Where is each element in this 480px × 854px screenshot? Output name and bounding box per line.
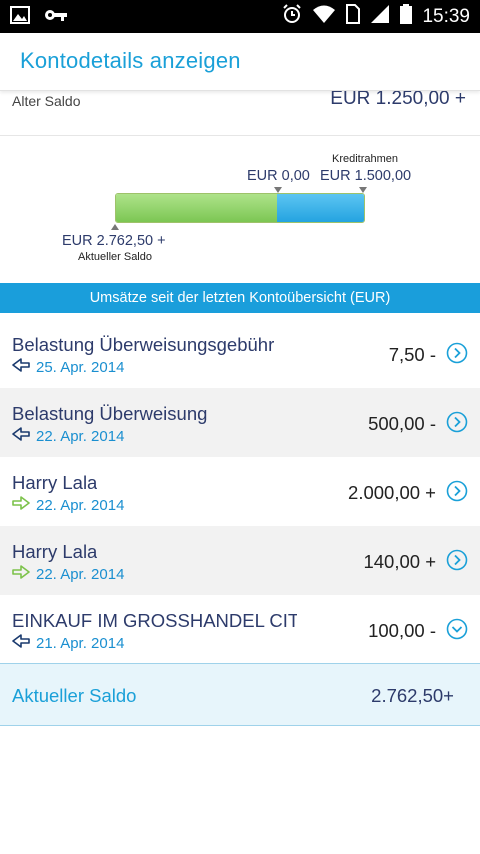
transaction-amount: 7,50 - [388, 344, 436, 365]
transaction-date: 22. Apr. 2014 [36, 427, 125, 445]
transaction-date-line: 21. Apr. 2014 [12, 634, 124, 652]
balance-bar [115, 193, 365, 223]
transaction-date: 21. Apr. 2014 [36, 634, 125, 652]
outgoing-arrow-icon [12, 634, 30, 652]
transaction-name: Harry Lala [12, 541, 98, 562]
zero-marker-label: EUR 0,00 [247, 168, 310, 184]
outgoing-arrow-icon [12, 358, 30, 376]
image-icon [10, 6, 30, 29]
transaction-amount: 100,00 - [368, 620, 436, 641]
chevron-right-icon[interactable] [446, 549, 468, 571]
transaction-date-line: 25. Apr. 2014 [12, 358, 124, 376]
alarm-icon [282, 4, 302, 30]
transaction-row[interactable]: Harry Lala 22. Apr. 2014 2.000,00 + [0, 457, 480, 526]
current-balance-row: Aktueller Saldo 2.762,50+ [0, 663, 480, 726]
zero-marker [274, 187, 282, 193]
transaction-name: Belastung Überweisungsgebühr [12, 334, 275, 355]
balance-bar-credit [276, 194, 364, 222]
current-balance-row-label: Aktueller Saldo [12, 685, 137, 706]
transaction-date-line: 22. Apr. 2014 [12, 427, 124, 445]
transactions-header: Umsätze seit der letzten Kontoübersicht … [0, 283, 480, 313]
clock-time: 15:39 [422, 6, 470, 27]
transaction-date: 22. Apr. 2014 [36, 565, 125, 583]
incoming-arrow-icon [12, 565, 30, 583]
old-balance-row: Alter Saldo EUR 1.250,00 + [0, 91, 480, 136]
current-balance-label: Aktueller Saldo [78, 251, 152, 263]
page-title: Kontodetails anzeigen [20, 48, 241, 73]
transaction-row[interactable]: EINKAUF IM GROSSHANDEL CITY 21. Apr. 2014… [0, 595, 480, 664]
current-balance-row-value: 2.762,50+ [371, 685, 454, 706]
limit-marker [359, 187, 367, 193]
transaction-name: Harry Lala [12, 472, 98, 493]
transactions-list: Belastung Überweisungsgebühr 25. Apr. 201… [0, 319, 480, 664]
app-bar: Kontodetails anzeigen [0, 33, 480, 91]
kreditrahmen-label: Kreditrahmen [332, 153, 399, 165]
chevron-right-icon[interactable] [446, 480, 468, 502]
outgoing-arrow-icon [12, 427, 30, 445]
transaction-amount: 2.000,00 + [348, 482, 436, 503]
transaction-row[interactable]: Belastung Überweisungsgebühr 25. Apr. 201… [0, 319, 480, 388]
status-bar: 15:39 [0, 0, 480, 33]
chevron-right-icon[interactable] [446, 342, 468, 364]
chevron-right-icon[interactable] [446, 411, 468, 433]
transaction-amount: 500,00 - [368, 413, 436, 434]
transaction-row[interactable]: Harry Lala 22. Apr. 2014 140,00 + [0, 526, 480, 595]
signal-icon [370, 4, 390, 30]
transaction-date-line: 22. Apr. 2014 [12, 496, 124, 514]
key-icon [44, 6, 68, 29]
old-balance-label: Alter Saldo [12, 93, 81, 109]
battery-icon [400, 4, 413, 30]
current-balance-value: EUR 2.762,50 + [62, 233, 166, 249]
transaction-date: 22. Apr. 2014 [36, 496, 125, 514]
old-balance-value: EUR 1.250,00 + [330, 91, 466, 109]
current-marker [111, 224, 119, 230]
credit-gauge: Kreditrahmen EUR 0,00 EUR 1.500,00 EUR 2… [0, 137, 480, 283]
limit-marker-label: EUR 1.500,00 [320, 168, 412, 184]
transaction-name: Belastung Überweisung [12, 403, 208, 424]
transaction-amount: 140,00 + [363, 551, 436, 572]
transaction-date-line: 22. Apr. 2014 [12, 565, 124, 583]
transaction-date: 25. Apr. 2014 [36, 358, 125, 376]
chevron-down-icon[interactable] [446, 618, 468, 640]
incoming-arrow-icon [12, 496, 30, 514]
transaction-name: EINKAUF IM GROSSHANDEL CITY [12, 610, 297, 631]
wifi-icon [312, 4, 336, 30]
transaction-row[interactable]: Belastung Überweisung 22. Apr. 2014 500,00… [0, 388, 480, 457]
balance-bar-positive [116, 194, 277, 222]
sim-icon [346, 4, 361, 30]
